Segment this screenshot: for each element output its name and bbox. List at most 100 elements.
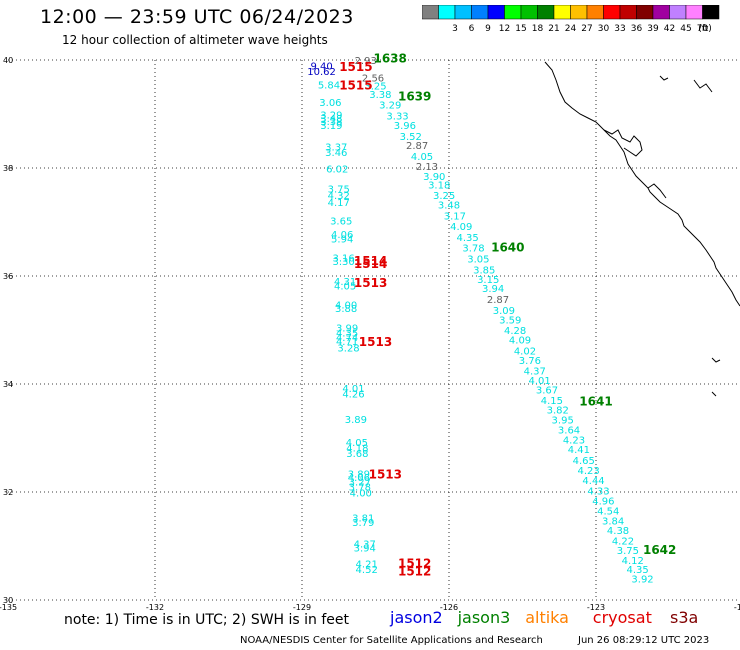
swh-value: 4.32 bbox=[328, 191, 350, 202]
swh-value: 3.92 bbox=[631, 575, 653, 586]
swh-value: 3.99 bbox=[336, 324, 358, 335]
monterey-bay bbox=[647, 183, 667, 199]
san-francisco-bay bbox=[603, 129, 643, 157]
satellite-altika: altika bbox=[525, 608, 569, 627]
swh-value: 4.38 bbox=[607, 526, 629, 537]
swh-value: 3.37 bbox=[325, 143, 347, 154]
footer-note: note: 1) Time is in UTC; 2) SWH is in fe… bbox=[64, 612, 350, 628]
swh-value: 4.21 bbox=[356, 560, 378, 571]
swh-value: 3.88 bbox=[335, 304, 357, 315]
swh-value: 4.37 bbox=[524, 366, 546, 377]
swh-value: 4.26 bbox=[342, 390, 364, 401]
wave-height-map: 40 38 36 34 32 30-135 -132 -129 -126 -123 -124 9.4… bbox=[0, 52, 740, 612]
swh-value: 3.64 bbox=[558, 426, 580, 437]
color-bin bbox=[702, 5, 720, 20]
swh-value: 3.15 bbox=[477, 275, 499, 286]
swh-value: 3.33 bbox=[386, 111, 408, 122]
state-line-area bbox=[693, 79, 713, 93]
swh-value: 4.05 bbox=[346, 438, 368, 449]
swh-value: 3.30 bbox=[333, 257, 355, 268]
swh-value: 2.87 bbox=[487, 295, 509, 306]
swh-value: 4.28 bbox=[504, 326, 526, 337]
swh-value: 4.09 bbox=[450, 222, 472, 233]
swh-value: 3.52 bbox=[400, 132, 422, 143]
swh-value: 4.01 bbox=[529, 376, 551, 387]
color-bin-label: 18 bbox=[532, 24, 544, 34]
color-bin-label: 15 bbox=[515, 24, 526, 34]
swh-value: 3.89 bbox=[348, 469, 370, 480]
swh-value: 3.95 bbox=[552, 415, 574, 426]
page-title: 12:00 — 23:59 UTC 06/24/2023 bbox=[40, 6, 354, 28]
lon-tick-label: -135 bbox=[0, 603, 17, 612]
swh-value: 3.06 bbox=[319, 98, 341, 109]
swh-value: 6.02 bbox=[326, 164, 348, 175]
pass-time-label: 1638 bbox=[373, 52, 406, 66]
swh-value: 3.48 bbox=[438, 201, 460, 212]
swh-value: 3.84 bbox=[602, 516, 624, 527]
swh-value: 4.35 bbox=[627, 565, 649, 576]
swh-value: 3.90 bbox=[423, 172, 445, 183]
swh-value: 5.94 bbox=[331, 235, 353, 246]
swh-value: 3.25 bbox=[364, 82, 386, 93]
lat-tick-label: 36 bbox=[3, 272, 13, 281]
pass-time-label: 1515 bbox=[339, 60, 372, 74]
swh-value: 5.84 bbox=[318, 81, 340, 92]
lat-tick-label: 40 bbox=[3, 56, 13, 65]
swh-value: 3.78 bbox=[349, 482, 371, 493]
swh-value: 4.15 bbox=[541, 396, 563, 407]
channel-islands bbox=[711, 357, 721, 363]
color-bin-label: 70 bbox=[697, 24, 709, 34]
swh-value: 4.37 bbox=[354, 540, 376, 551]
swh-value: 3.18 bbox=[428, 181, 450, 192]
satellite-cryosat: cryosat bbox=[592, 608, 652, 627]
swh-value: 4.41 bbox=[568, 445, 590, 456]
swh-value: 2.93 bbox=[355, 56, 377, 67]
swh-value: 3.81 bbox=[352, 514, 374, 525]
swh-value: 3.65 bbox=[330, 217, 352, 228]
swh-value: 4.33 bbox=[587, 487, 609, 498]
swh-value: 3.38 bbox=[320, 117, 342, 128]
swh-value: 4.01 bbox=[342, 384, 364, 395]
lat-tick-label: 32 bbox=[3, 488, 13, 497]
swh-value: 4.35 bbox=[456, 233, 478, 244]
color-bin-label: 36 bbox=[631, 24, 643, 34]
swh-value: 4.06 bbox=[331, 230, 353, 241]
color-scale-legend: 3 6 9 12 15 18 21 24 27 30 33 36 39 42 45 70(ft) bbox=[422, 5, 720, 34]
color-bin-label: 33 bbox=[614, 24, 625, 34]
swh-value: 3.94 bbox=[482, 284, 504, 295]
swh-value: 4.22 bbox=[612, 536, 634, 547]
swh-value: 4.05 bbox=[411, 152, 433, 163]
color-bin-label: 39 bbox=[647, 24, 659, 34]
swh-value: 4.74 bbox=[336, 333, 358, 344]
swh-value: 3.75 bbox=[328, 184, 350, 195]
swh-value: 3.78 bbox=[462, 244, 484, 255]
swh-value: 3.59 bbox=[499, 316, 521, 327]
satellite-jason3: jason3 bbox=[457, 608, 511, 627]
swh-value: 3.16 bbox=[333, 253, 355, 264]
swh-value: 4.17 bbox=[328, 198, 350, 209]
color-bin-label: 3 bbox=[452, 24, 458, 34]
swh-value: 3.17 bbox=[444, 211, 466, 222]
inland-feature bbox=[659, 75, 669, 81]
swh-value: 3.38 bbox=[369, 90, 391, 101]
pass-time-label: 1514 bbox=[354, 257, 387, 271]
credit-line: NOAA/NESDIS Center for Satellite Applica… bbox=[240, 635, 543, 646]
swh-value: 3.27 bbox=[349, 478, 371, 489]
swh-value: 3.94 bbox=[354, 543, 376, 554]
swh-value: 4.35 bbox=[336, 328, 358, 339]
color-bin-label: 24 bbox=[565, 24, 577, 34]
swh-value: 4.06 bbox=[348, 473, 370, 484]
swh-value: 3.85 bbox=[473, 265, 495, 276]
lon-tick-label: -124 bbox=[734, 603, 740, 612]
color-bin-label: 21 bbox=[548, 24, 559, 34]
swh-value: 3.05 bbox=[467, 255, 489, 266]
color-bin-label: 27 bbox=[581, 24, 592, 34]
swh-value: 4.00 bbox=[335, 300, 357, 311]
lon-tick-label: -126 bbox=[440, 603, 458, 612]
swh-value: 3.96 bbox=[394, 121, 416, 132]
swh-value: 4.12 bbox=[622, 556, 644, 567]
swh-value: 3.75 bbox=[617, 546, 639, 557]
swh-value: 2.56 bbox=[362, 74, 384, 85]
swh-value: 3.46 bbox=[325, 148, 347, 159]
swh-value: 4.71 bbox=[336, 337, 358, 348]
